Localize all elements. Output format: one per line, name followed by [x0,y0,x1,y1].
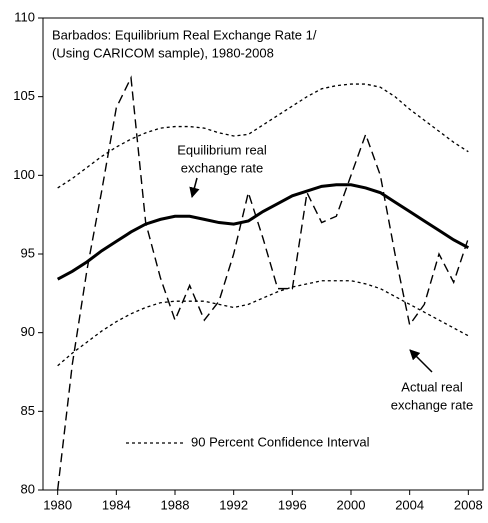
x-tick-label: 1992 [219,497,248,512]
annotation-arrow [189,177,200,199]
x-tick-label: 2000 [337,497,366,512]
y-tick-label: 90 [21,324,35,339]
y-tick-label: 105 [13,88,35,103]
y-tick-label: 85 [21,403,35,418]
equilibrium-line [56,183,470,281]
y-tick-label: 80 [21,481,35,496]
chart-title: Barbados: Equilibrium Real Exchange Rate… [52,27,317,42]
confidence-upper [57,83,469,189]
annotation: Equilibrium real [177,142,267,157]
x-tick-label: 1980 [43,497,72,512]
annotation: exchange rate [181,160,263,175]
x-tick-label: 1984 [102,497,131,512]
x-tick-label: 1996 [278,497,307,512]
y-tick-label: 110 [14,9,35,24]
x-tick-label: 2004 [395,497,424,512]
confidence-lower [57,280,469,367]
y-tick-label: 100 [13,167,35,182]
annotation: Actual real [401,379,463,394]
y-tick-label: 95 [21,245,35,260]
plot-frame [42,17,484,491]
actual-line [56,75,469,491]
annotation: exchange rate [391,397,473,412]
annotation-arrow [409,349,433,373]
x-tick-label: 2008 [454,497,483,512]
x-tick-label: 1988 [161,497,190,512]
chart-subtitle: (Using CARICOM sample), 1980-2008 [52,45,274,60]
legend-label: 90 Percent Confidence Interval [191,434,370,449]
